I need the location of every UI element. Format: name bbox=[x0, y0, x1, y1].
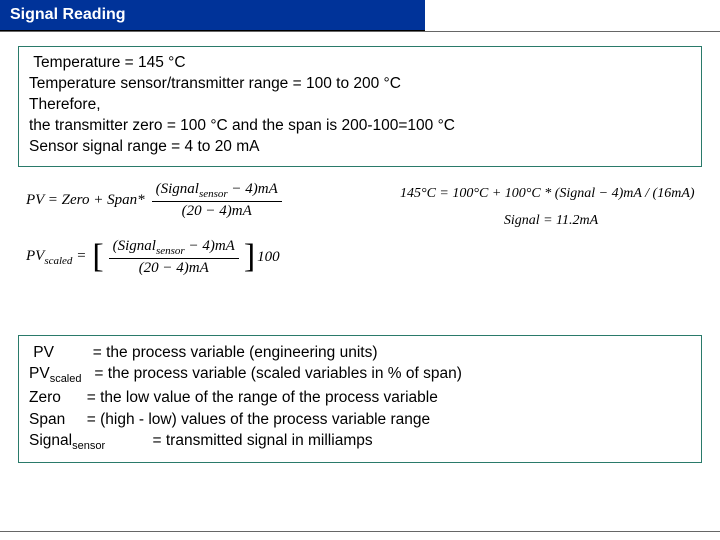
footer-divider bbox=[0, 531, 720, 532]
pv-fraction: (Signalsensor − 4)mA (20 − 4)mA bbox=[152, 181, 282, 220]
left-bracket: [ bbox=[90, 242, 105, 272]
pv-formula: PV = Zero + Span* (Signalsensor − 4)mA (… bbox=[26, 181, 396, 220]
slide-title: Signal Reading bbox=[10, 6, 126, 23]
definitions-box: PV = the process variable (engineering u… bbox=[18, 335, 702, 464]
given-line-2: Temperature sensor/transmitter range = 1… bbox=[29, 74, 691, 95]
def-zero: Zero = the low value of the range of the… bbox=[29, 387, 691, 408]
pvscaled-tail: 100 bbox=[257, 249, 280, 266]
given-line-4: the transmitter zero = 100 °C and the sp… bbox=[29, 116, 691, 137]
pvscaled-fraction: (Signalsensor − 4)mA (20 − 4)mA bbox=[109, 238, 239, 277]
given-data-box: Temperature = 145 °C Temperature sensor/… bbox=[18, 46, 702, 167]
formula-left-column: PV = Zero + Span* (Signalsensor − 4)mA (… bbox=[26, 177, 396, 285]
right-bracket: ] bbox=[242, 242, 257, 272]
given-line-3: Therefore, bbox=[29, 95, 691, 116]
pvscaled-formula: PVscaled = [ (Signalsensor − 4)mA (20 − … bbox=[26, 238, 396, 277]
pv-numerator: (Signalsensor − 4)mA bbox=[152, 181, 282, 202]
def-span: Span = (high - low) values of the proces… bbox=[29, 409, 691, 430]
def-signal: Signalsensor = transmitted signal in mil… bbox=[29, 430, 691, 454]
given-line-1: Temperature = 145 °C bbox=[29, 53, 691, 74]
pvscaled-lhs: PVscaled = bbox=[26, 248, 90, 267]
formula-region: PV = Zero + Span* (Signalsensor − 4)mA (… bbox=[26, 177, 702, 285]
pvscaled-numerator: (Signalsensor − 4)mA bbox=[109, 238, 239, 259]
def-pvscaled: PVscaled = the process variable (scaled … bbox=[29, 363, 691, 387]
worked-line-1: 145°C = 100°C + 100°C * (Signal − 4)mA /… bbox=[400, 183, 702, 204]
def-pv: PV = the process variable (engineering u… bbox=[29, 342, 691, 363]
pv-lhs: PV = Zero + Span* bbox=[26, 192, 149, 209]
pvscaled-denominator: (20 − 4)mA bbox=[109, 259, 239, 277]
worked-example: 145°C = 100°C + 100°C * (Signal − 4)mA /… bbox=[396, 177, 702, 231]
header-divider bbox=[0, 31, 720, 32]
slide-title-bar: Signal Reading bbox=[0, 0, 425, 31]
worked-line-2: Signal = 11.2mA bbox=[400, 210, 702, 231]
given-line-5: Sensor signal range = 4 to 20 mA bbox=[29, 137, 691, 158]
pv-denominator: (20 − 4)mA bbox=[152, 202, 282, 220]
